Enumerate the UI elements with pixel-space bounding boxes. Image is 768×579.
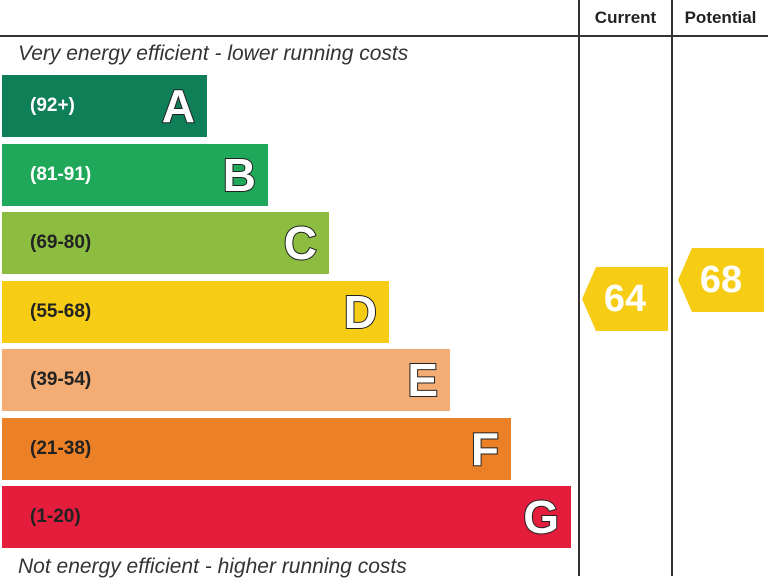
potential-column-header: Potential xyxy=(684,8,757,27)
band-g: (1-20) G xyxy=(2,486,571,548)
current-rating-arrow: 64 xyxy=(582,267,668,331)
band-range-label: (69-80) xyxy=(30,232,92,253)
band-letter: B xyxy=(222,148,257,202)
band-range-label: (55-68) xyxy=(30,300,92,322)
band-range-label: (81-91) xyxy=(30,163,92,185)
band-letter: C xyxy=(283,216,318,270)
band-range-label: (92+) xyxy=(30,95,75,116)
divider-current xyxy=(578,0,580,576)
band-e: (39-54) E xyxy=(2,349,450,411)
band-d: (55-68) D xyxy=(2,280,389,343)
band-letter: F xyxy=(470,422,500,476)
band-b: (81-91) B xyxy=(2,143,268,206)
band-range-label: (1-20) xyxy=(30,506,81,527)
band-letter: A xyxy=(161,79,196,133)
current-rating-shape xyxy=(582,267,668,331)
band-range-label: (39-54) xyxy=(30,369,92,390)
band-letter: E xyxy=(406,353,439,407)
band-c: (69-80) C xyxy=(2,212,329,274)
band-f: (21-38) F xyxy=(2,417,511,480)
current-column-header: Current xyxy=(594,8,657,27)
band-letter: G xyxy=(522,490,560,544)
divider-potential xyxy=(671,0,673,576)
current-rating-value: 64 xyxy=(603,278,647,320)
caption-top: Very energy efficient - lower running co… xyxy=(18,42,409,65)
header-divider xyxy=(0,35,768,37)
potential-rating-arrow: 68 xyxy=(678,248,764,312)
band-a: (92+) A xyxy=(2,75,207,137)
potential-rating-value: 68 xyxy=(699,259,743,301)
band-letter: D xyxy=(343,285,378,339)
caption-bottom: Not energy efficient - higher running co… xyxy=(18,555,407,578)
band-range-label: (21-38) xyxy=(30,437,92,459)
potential-rating-shape xyxy=(678,248,764,312)
